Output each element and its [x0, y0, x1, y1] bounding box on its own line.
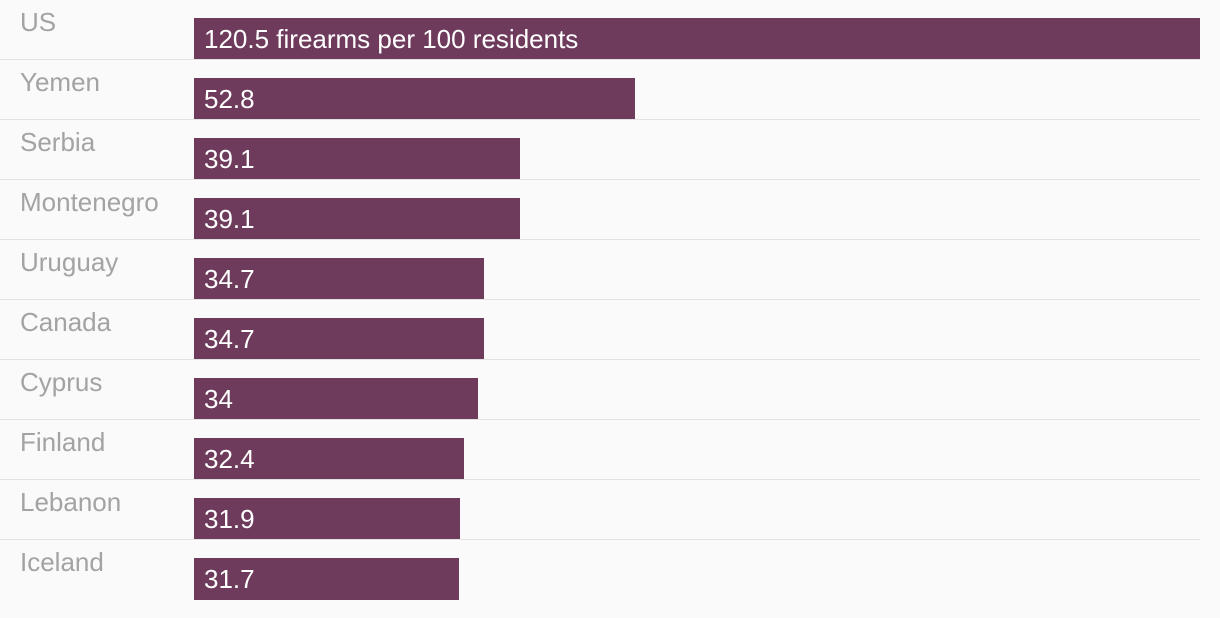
row-divider — [0, 359, 1200, 360]
bar — [194, 18, 1200, 60]
category-label: Serbia — [20, 127, 96, 157]
category-label: US — [20, 7, 57, 37]
bar — [194, 258, 484, 300]
category-label: Canada — [20, 307, 112, 337]
category-label: Cyprus — [20, 367, 103, 397]
chart-row: Uruguay 34.7 — [0, 240, 1200, 300]
category-label: Iceland — [20, 547, 104, 577]
value-label: 120.5 firearms per 100 residents — [204, 24, 579, 54]
bar — [194, 498, 460, 540]
value-label: 34.7 — [204, 264, 255, 294]
chart-row: Iceland 31.7 — [0, 540, 1200, 600]
bar — [194, 198, 520, 240]
chart-row: Montenegro 39.1 — [0, 180, 1200, 240]
chart-row: Finland 32.4 — [0, 420, 1200, 480]
category-label: Uruguay — [20, 247, 119, 277]
chart-row: US 120.5 firearms per 100 residents — [0, 0, 1200, 60]
bar — [194, 438, 464, 480]
bar — [194, 318, 484, 360]
category-label: Montenegro — [20, 187, 159, 217]
value-label: 39.1 — [204, 144, 255, 174]
row-divider — [0, 59, 1200, 60]
row-divider — [0, 479, 1200, 480]
value-label: 34 — [204, 384, 233, 414]
category-label: Yemen — [20, 67, 100, 97]
row-divider — [0, 239, 1200, 240]
value-label: 31.9 — [204, 504, 255, 534]
bar — [194, 558, 459, 600]
chart-row: Cyprus 34 — [0, 360, 1200, 420]
row-divider — [0, 539, 1200, 540]
bar — [194, 378, 478, 420]
row-divider — [0, 419, 1200, 420]
bar — [194, 138, 520, 180]
bar — [194, 78, 635, 120]
category-label: Finland — [20, 427, 106, 457]
chart-row: Lebanon 31.9 — [0, 480, 1200, 540]
chart-row: Canada 34.7 — [0, 300, 1200, 360]
row-divider — [0, 299, 1200, 300]
row-divider — [0, 119, 1200, 120]
category-label: Lebanon — [20, 487, 122, 517]
chart-row: Serbia 39.1 — [0, 120, 1200, 180]
value-label: 31.7 — [204, 564, 255, 594]
chart-row: Yemen 52.8 — [0, 60, 1200, 120]
row-divider — [0, 179, 1200, 180]
value-label: 52.8 — [204, 84, 255, 114]
value-label: 34.7 — [204, 324, 255, 354]
value-label: 32.4 — [204, 444, 255, 474]
value-label: 39.1 — [204, 204, 255, 234]
